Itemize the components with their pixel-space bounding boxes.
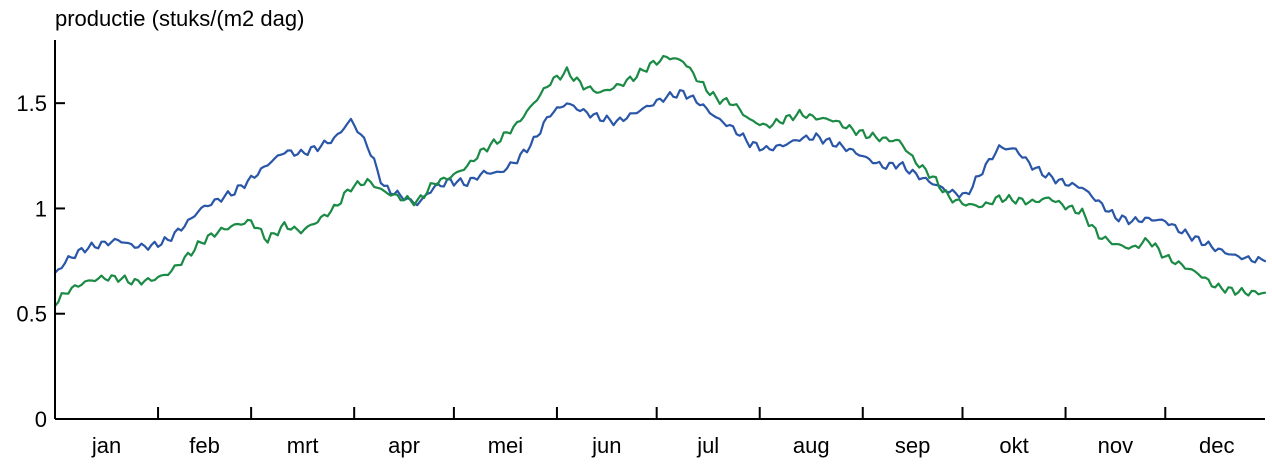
y-tick-label: 1	[35, 196, 47, 221]
series-line-2	[53, 54, 1267, 308]
x-tick-label-nov: nov	[1098, 433, 1133, 458]
y-tick-label: 1.5	[16, 91, 47, 116]
x-tick-label-jun: jun	[591, 433, 621, 458]
x-tick-label-apr: apr	[388, 433, 420, 458]
x-tick-label-jan: jan	[91, 433, 121, 458]
y-axis-label: productie (stuks/(m2 dag)	[55, 6, 304, 31]
y-tick-label: 0.5	[16, 302, 47, 327]
x-tick-label-sep: sep	[895, 433, 930, 458]
series-lines	[53, 54, 1267, 308]
series-line-1	[53, 89, 1267, 274]
x-tick-label-mei: mei	[488, 433, 523, 458]
y-tick-label: 0	[35, 407, 47, 432]
x-tick-label-feb: feb	[189, 433, 220, 458]
x-tick-label-dec: dec	[1199, 433, 1234, 458]
x-tick-label-okt: okt	[999, 433, 1028, 458]
x-tick-label-mrt: mrt	[287, 433, 319, 458]
x-tick-label-aug: aug	[793, 433, 830, 458]
axis-ticks: 0 0.5 1 1.5 jan feb mrt apr mei jun jul aug sep okt no…	[16, 91, 1234, 458]
x-tick-label-jul: jul	[696, 433, 719, 458]
